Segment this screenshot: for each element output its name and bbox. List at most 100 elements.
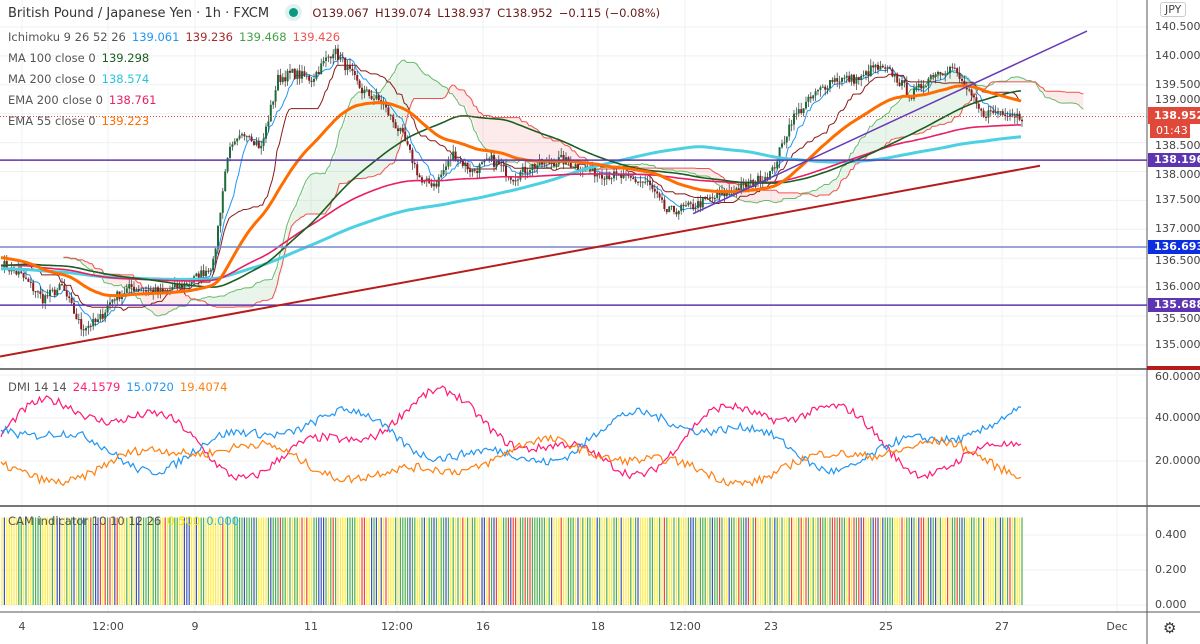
candle[interactable]	[517, 179, 519, 181]
candle[interactable]	[92, 318, 95, 327]
currency-button[interactable]: JPY	[1160, 2, 1187, 17]
candle[interactable]	[519, 171, 522, 180]
candle[interactable]	[152, 289, 155, 294]
candle[interactable]	[610, 178, 613, 180]
candle[interactable]	[785, 136, 788, 143]
candle[interactable]	[236, 138, 239, 142]
candle[interactable]	[149, 289, 152, 291]
candle[interactable]	[493, 155, 495, 167]
candle[interactable]	[682, 204, 685, 207]
candle[interactable]	[171, 287, 174, 290]
candle[interactable]	[219, 212, 222, 226]
candle[interactable]	[673, 205, 675, 212]
candle[interactable]	[601, 174, 603, 179]
candle[interactable]	[164, 290, 167, 292]
candle[interactable]	[529, 170, 531, 173]
candle[interactable]	[341, 56, 344, 58]
candle[interactable]	[608, 175, 611, 180]
candle[interactable]	[524, 166, 527, 174]
candle[interactable]	[543, 161, 546, 165]
candle[interactable]	[855, 77, 858, 84]
candle[interactable]	[663, 199, 666, 209]
candle[interactable]	[267, 121, 270, 127]
candle[interactable]	[334, 48, 337, 55]
candle[interactable]	[944, 74, 947, 76]
candle[interactable]	[701, 198, 704, 208]
candle[interactable]	[560, 155, 563, 158]
candle[interactable]	[797, 109, 800, 114]
candle[interactable]	[992, 110, 995, 113]
candle[interactable]	[985, 116, 987, 118]
candle[interactable]	[464, 162, 467, 166]
candle[interactable]	[781, 143, 783, 148]
candle[interactable]	[207, 270, 210, 272]
candle[interactable]	[653, 188, 656, 192]
candle[interactable]	[968, 89, 971, 91]
candle[interactable]	[25, 277, 27, 279]
candle[interactable]	[257, 141, 260, 149]
candle[interactable]	[596, 173, 599, 177]
trendline-support[interactable]	[0, 164, 1041, 358]
candle[interactable]	[845, 75, 848, 78]
candle[interactable]	[685, 205, 687, 207]
candle[interactable]	[689, 202, 692, 204]
candle[interactable]	[795, 113, 798, 115]
candle[interactable]	[454, 151, 457, 162]
candle[interactable]	[293, 68, 296, 79]
candle[interactable]	[137, 288, 140, 291]
candle[interactable]	[997, 111, 999, 113]
candle[interactable]	[533, 163, 536, 168]
candle[interactable]	[901, 80, 903, 86]
candle[interactable]	[1004, 114, 1007, 117]
candle[interactable]	[488, 158, 491, 160]
candle[interactable]	[202, 270, 205, 277]
candle[interactable]	[889, 67, 891, 69]
candle[interactable]	[37, 291, 39, 293]
candle[interactable]	[272, 101, 275, 105]
candle[interactable]	[296, 70, 299, 79]
candle[interactable]	[301, 71, 303, 79]
candle[interactable]	[452, 151, 455, 160]
candle[interactable]	[41, 294, 44, 304]
candle[interactable]	[896, 73, 899, 83]
candle[interactable]	[805, 101, 807, 109]
candle[interactable]	[159, 288, 162, 293]
candle[interactable]	[713, 198, 716, 200]
candle[interactable]	[104, 312, 107, 319]
candle[interactable]	[284, 77, 287, 82]
candle[interactable]	[197, 273, 200, 280]
candle[interactable]	[337, 48, 339, 60]
candle[interactable]	[694, 207, 697, 210]
candle[interactable]	[145, 290, 147, 292]
candle[interactable]	[742, 183, 745, 185]
candle[interactable]	[956, 68, 959, 73]
candle[interactable]	[531, 163, 534, 171]
candle[interactable]	[17, 271, 20, 275]
candle[interactable]	[615, 171, 618, 174]
candle[interactable]	[920, 83, 923, 89]
candle[interactable]	[411, 149, 414, 164]
candle[interactable]	[370, 95, 373, 100]
candle[interactable]	[425, 178, 428, 181]
candle[interactable]	[111, 299, 114, 303]
candle[interactable]	[634, 179, 637, 183]
candle[interactable]	[958, 72, 961, 79]
candle[interactable]	[495, 161, 498, 167]
candle[interactable]	[56, 289, 59, 296]
candle[interactable]	[353, 71, 356, 76]
candle[interactable]	[399, 127, 402, 132]
candle[interactable]	[821, 86, 824, 88]
candle[interactable]	[313, 78, 315, 82]
candle[interactable]	[879, 65, 882, 70]
candle[interactable]	[800, 109, 803, 114]
candle[interactable]	[853, 74, 855, 84]
candle[interactable]	[809, 96, 812, 99]
candle[interactable]	[593, 166, 596, 177]
candle[interactable]	[241, 134, 243, 136]
candle[interactable]	[814, 91, 817, 96]
candle[interactable]	[406, 141, 409, 145]
candle[interactable]	[29, 281, 32, 283]
candle[interactable]	[128, 284, 131, 289]
settings-gear-icon[interactable]: ⚙	[1163, 619, 1177, 637]
